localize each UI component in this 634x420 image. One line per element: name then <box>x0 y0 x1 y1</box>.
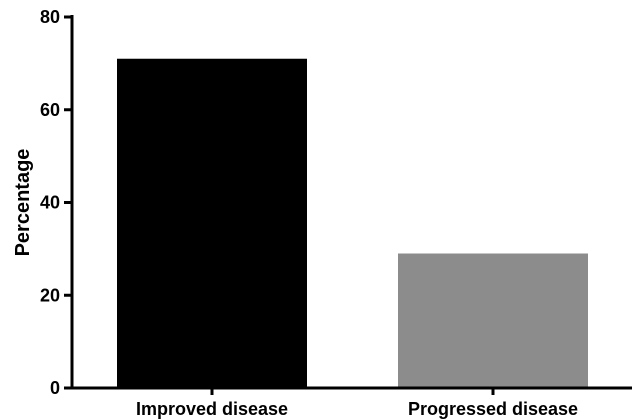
y-tick-label: 80 <box>40 7 60 27</box>
x-axis-ticks: Improved disease Progressed disease <box>136 388 578 419</box>
bars <box>117 58 588 389</box>
y-axis-ticks: 0 20 40 60 80 <box>40 7 72 398</box>
y-tick-label: 40 <box>40 193 60 213</box>
y-tick-label: 20 <box>40 285 60 305</box>
bar-progressed-disease <box>398 253 588 388</box>
x-category-label: Improved disease <box>136 399 288 419</box>
x-category-label: Progressed disease <box>408 399 578 419</box>
bar-improved-disease <box>117 58 307 389</box>
y-tick-label: 60 <box>40 100 60 120</box>
y-axis-title: Percentage <box>12 149 34 257</box>
y-tick-label: 0 <box>50 378 60 398</box>
